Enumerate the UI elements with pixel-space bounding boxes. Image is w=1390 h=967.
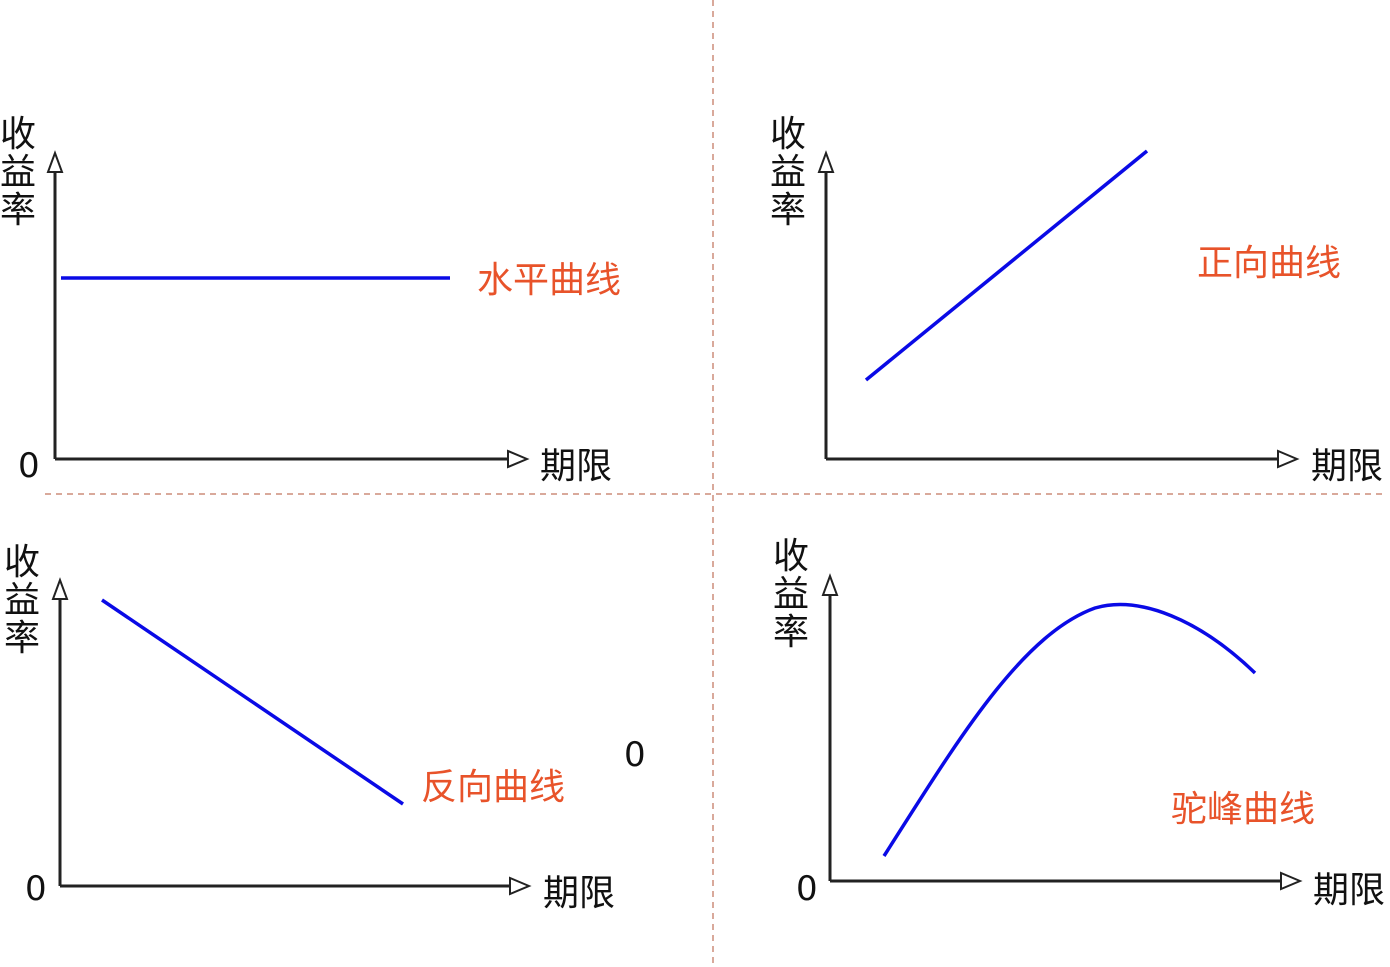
- curve-label: 驼峰曲线: [1171, 789, 1315, 830]
- x-axis-arrow-icon: [507, 449, 530, 469]
- y-axis-arrow-icon: [51, 577, 69, 600]
- curve-label: 正向曲线: [1197, 243, 1341, 284]
- y-axis-label-char: 率: [770, 190, 806, 231]
- x-axis-arrow-icon: [509, 876, 532, 896]
- panel-inverted-curve: 收 益 率 期限 0 0 反向曲线: [4, 542, 646, 914]
- y-axis-arrow-icon: [817, 150, 835, 173]
- curve-label: 反向曲线: [421, 767, 565, 808]
- normal-curve-line: [864, 149, 1149, 382]
- y-axis-label-char: 收: [0, 114, 36, 155]
- curve-label: 水平曲线: [477, 260, 621, 301]
- y-axis-label-char: 益: [770, 152, 806, 193]
- y-axis-label-char: 收: [773, 536, 809, 577]
- x-axis-label: 期限: [540, 446, 612, 487]
- y-axis-arrow-icon: [821, 573, 839, 596]
- y-axis-label-char: 益: [4, 580, 40, 621]
- origin-label: 0: [796, 869, 818, 909]
- x-axis-label: 期限: [1311, 446, 1383, 487]
- x-axis-arrow-icon: [1277, 449, 1300, 469]
- stray-zero-label: 0: [624, 735, 646, 775]
- x-axis-arrow-icon: [1280, 871, 1303, 891]
- inverted-curve-line: [101, 598, 404, 806]
- panel-humped-curve: 收 益 率 期限 0 驼峰曲线: [773, 536, 1385, 911]
- panel-normal-curve: 收 益 率 期限 正向曲线: [770, 114, 1383, 487]
- origin-label: 0: [18, 446, 40, 486]
- panel-flat-curve: 收 益 率 期限 0 水平曲线: [0, 114, 621, 487]
- y-axis-label-char: 率: [773, 612, 809, 653]
- y-axis-label-char: 益: [0, 152, 36, 193]
- y-axis-label-char: 率: [4, 618, 40, 659]
- y-axis-label-char: 率: [0, 190, 36, 231]
- origin-label: 0: [25, 869, 47, 909]
- y-axis-label-char: 收: [4, 542, 40, 583]
- x-axis-label: 期限: [543, 873, 615, 914]
- y-axis-label-char: 收: [770, 114, 806, 155]
- humped-curve-line: [882, 602, 1257, 857]
- x-axis-label: 期限: [1313, 870, 1385, 911]
- y-axis-label-char: 益: [773, 574, 809, 615]
- y-axis-arrow-icon: [46, 150, 64, 173]
